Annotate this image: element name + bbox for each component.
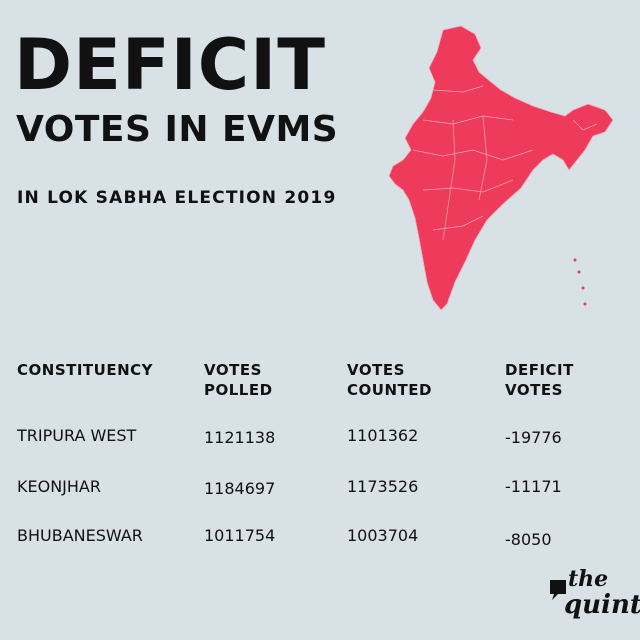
the-quint-logo: the quint (548, 566, 640, 626)
header-constituency: CONSTITUENCY (17, 361, 154, 379)
headline-title: DEFICIT (14, 24, 326, 106)
row-3-votes-counted: 1003704 (347, 526, 419, 545)
header-votes-polled: VOTES POLLED (204, 361, 273, 399)
row-2-deficit: -11171 (505, 477, 562, 496)
row-3-deficit: -8050 (505, 530, 552, 549)
logo-text-the: the (568, 566, 609, 592)
row-1-votes-counted: 1101362 (347, 426, 419, 445)
logo-text-quint: quint (564, 590, 640, 620)
header-deficit-votes: DEFICIT VOTES (505, 361, 574, 399)
row-2-votes-polled: 1184697 (204, 479, 276, 498)
row-2-votes-counted: 1173526 (347, 477, 419, 496)
row-1-constituency: TRIPURA WEST (17, 426, 137, 445)
headline-subtitle: VOTES IN EVMS (16, 109, 339, 150)
row-3-votes-polled: 1011754 (204, 526, 276, 545)
caption: IN LOK SABHA ELECTION 2019 (17, 188, 337, 208)
row-2-constituency: KEONJHAR (17, 477, 101, 496)
row-1-votes-polled: 1121138 (204, 428, 276, 447)
row-3-constituency: BHUBANESWAR (17, 526, 143, 545)
row-1-deficit: -19776 (505, 428, 562, 447)
logo-mark-icon (550, 580, 566, 600)
header-votes-counted: VOTES COUNTED (347, 361, 432, 399)
india-map-icon (383, 20, 633, 320)
